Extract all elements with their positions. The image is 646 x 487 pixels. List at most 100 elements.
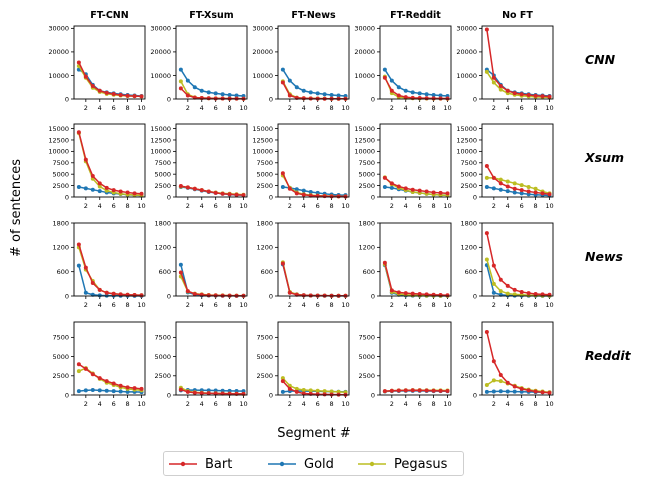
point-bart — [491, 359, 496, 364]
x-tick-label: 10 — [443, 400, 451, 408]
point-gold — [185, 78, 190, 83]
x-tick-label: 4 — [200, 400, 204, 408]
x-tick-label: 6 — [316, 104, 320, 112]
point-gold — [484, 184, 489, 189]
point-bart — [533, 291, 538, 296]
legend-entry-pegasus: Pegasus — [358, 455, 447, 473]
x-tick-label: 6 — [418, 104, 422, 112]
series-line-bart — [282, 172, 346, 198]
panel-frame — [379, 123, 452, 198]
point-bart — [206, 391, 211, 396]
panel-frame — [481, 321, 554, 396]
panel-frame — [481, 123, 554, 198]
point-bart — [287, 186, 292, 191]
y-tick-label: 0 — [473, 391, 477, 399]
panel-news-ft-xsum: 0 600 1200 1800 2 4 6 8 10 — [154, 219, 247, 309]
series-line-bart — [78, 363, 142, 390]
point-gold — [315, 91, 320, 96]
series-line-bart — [180, 185, 244, 196]
point-gold — [343, 93, 348, 98]
point-pegasus — [505, 291, 510, 296]
series-line-gold — [282, 186, 346, 196]
x-tick-label: 8 — [330, 202, 334, 210]
series-line-gold — [180, 69, 244, 97]
point-bart — [396, 388, 401, 393]
point-bart — [424, 189, 429, 194]
y-tick-label: 5000 — [358, 170, 375, 178]
point-bart — [424, 292, 429, 297]
series-line-bart — [78, 132, 142, 195]
panel-news-no-ft: 0 600 1200 1800 2 4 6 8 10 — [460, 219, 553, 309]
y-tick-label: 2500 — [52, 372, 69, 380]
y-tick-label: 20000 — [252, 48, 273, 56]
point-bart — [540, 390, 545, 395]
point-pegasus — [498, 87, 503, 92]
x-tick-label: 2 — [186, 202, 190, 210]
y-tick-label: 7500 — [460, 159, 477, 167]
y-tick-label: 7500 — [154, 159, 171, 167]
y-tick-label: 10000 — [456, 72, 477, 80]
point-pegasus — [484, 175, 489, 180]
x-tick-label: 2 — [186, 400, 190, 408]
point-pegasus — [533, 186, 538, 191]
point-bart — [343, 194, 348, 199]
y-tick-label: 0 — [371, 292, 375, 300]
point-pegasus — [526, 184, 531, 189]
y-tick-label: 5000 — [52, 353, 69, 361]
point-bart — [417, 188, 422, 193]
point-bart — [410, 388, 415, 393]
legend-entry-gold: Gold — [268, 455, 334, 473]
y-tick-label: 10000 — [48, 148, 69, 156]
x-tick-label: 4 — [98, 202, 102, 210]
y-tick-label: 30000 — [48, 25, 69, 33]
y-tick-label: 20000 — [150, 48, 171, 56]
point-gold — [227, 92, 232, 97]
x-tick-label: 4 — [302, 400, 306, 408]
x-tick-label: 10 — [341, 301, 349, 309]
series-line-bart — [486, 331, 550, 394]
point-bart — [178, 387, 183, 392]
point-bart — [519, 289, 524, 294]
y-tick-label: 7500 — [358, 159, 375, 167]
legend-label-bart: Bart — [205, 456, 233, 472]
point-gold — [505, 389, 510, 394]
y-tick-label: 10000 — [252, 72, 273, 80]
point-pegasus — [505, 179, 510, 184]
point-gold — [389, 185, 394, 190]
point-bart — [491, 263, 496, 268]
series-line-bart — [180, 388, 244, 395]
point-bart — [526, 92, 531, 97]
point-bart — [533, 190, 538, 195]
point-pegasus — [512, 292, 517, 297]
point-bart — [498, 84, 503, 89]
series-line-gold — [384, 69, 448, 97]
y-tick-label: 0 — [473, 292, 477, 300]
x-tick-label: 6 — [418, 301, 422, 309]
point-bart — [431, 96, 436, 101]
y-tick-label: 0 — [167, 193, 171, 201]
point-bart — [547, 192, 552, 197]
x-tick-label: 6 — [316, 202, 320, 210]
point-gold — [417, 91, 422, 96]
point-bart — [526, 291, 531, 296]
point-bart — [484, 163, 489, 168]
point-bart — [301, 391, 306, 396]
legend-entry-bart: Bart — [169, 455, 232, 473]
point-bart — [139, 94, 144, 99]
point-bart — [132, 94, 137, 99]
y-tick-label: 600 — [465, 268, 477, 276]
panel-cnn-ft-news: 0 10000 20000 30000 2 4 6 8 10 — [252, 25, 349, 112]
x-tick-label: 4 — [98, 400, 102, 408]
point-pegasus — [301, 388, 306, 393]
y-tick-label: 1200 — [256, 244, 273, 252]
x-tick-label: 2 — [390, 104, 394, 112]
point-bart — [213, 190, 218, 195]
point-bart — [547, 94, 552, 99]
point-bart — [234, 192, 239, 197]
point-bart — [287, 386, 292, 391]
point-bart — [533, 93, 538, 98]
legend-label-gold: Gold — [304, 456, 334, 472]
y-tick-label: 12500 — [354, 136, 375, 144]
point-bart — [280, 80, 285, 85]
point-gold — [76, 263, 81, 268]
